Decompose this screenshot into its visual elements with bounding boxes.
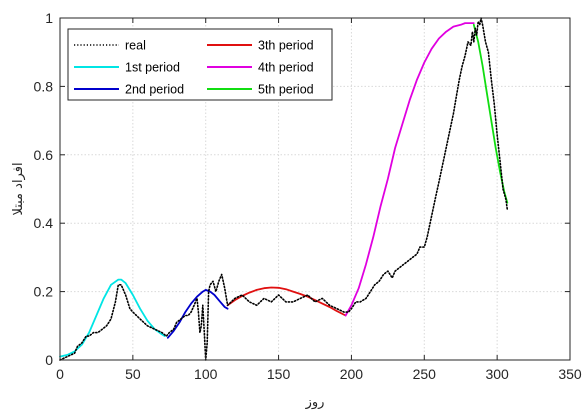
x-tick-label: 200 <box>340 366 364 382</box>
series-group <box>59 17 509 361</box>
series-line-3th-period <box>226 286 347 317</box>
x-tick-label: 350 <box>558 366 582 382</box>
series-line-4th-period <box>344 22 475 317</box>
legend-label-3th-period: 3th period <box>258 39 314 53</box>
x-tick-label: 150 <box>267 366 291 382</box>
series-line-2nd-period <box>166 288 229 339</box>
y-tick-label: 0.8 <box>34 78 54 94</box>
y-tick-label: 1 <box>45 10 53 26</box>
legend: real 1st period 2nd period 3th period 4th pe… <box>67 28 333 101</box>
ticks: 0 50 100 150 200 250 300 350 0 0.2 0.4 0.6 0.8 1 <box>34 10 582 382</box>
series-line-1st-period <box>59 278 166 358</box>
y-tick-label: 0.4 <box>34 215 54 231</box>
x-axis-label: روز <box>305 395 325 410</box>
axes-box <box>59 17 571 361</box>
legend-label-4th-period: 4th period <box>258 61 314 75</box>
y-tick-label: 0 <box>45 352 53 368</box>
x-tick-label: 250 <box>413 366 437 382</box>
legend-label-2nd-period: 2nd period <box>125 83 184 97</box>
x-tick-label: 100 <box>194 366 218 382</box>
y-tick-label: 0.2 <box>34 284 54 300</box>
legend-label-1st-period: 1st period <box>125 61 180 75</box>
series-line-real <box>59 17 509 361</box>
x-tick-label: 300 <box>485 366 509 382</box>
x-tick-label: 0 <box>56 366 64 382</box>
legend-label-real: real <box>125 39 146 53</box>
y-tick-label: 0.6 <box>34 147 54 163</box>
legend-label-5th-period: 5th period <box>258 83 314 97</box>
y-axis-label: افراد مبتلا <box>11 162 26 215</box>
x-tick-label: 50 <box>125 366 141 382</box>
